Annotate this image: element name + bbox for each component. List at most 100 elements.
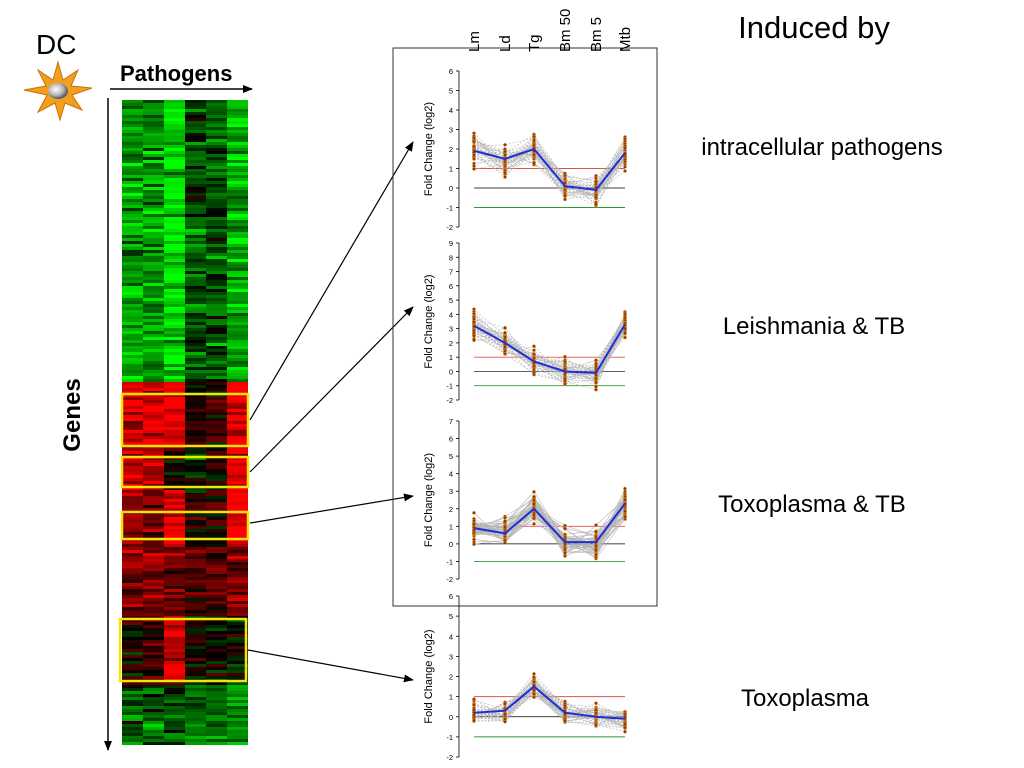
heatmap-cell	[143, 496, 164, 499]
heatmap-cell	[227, 229, 248, 232]
heatmap-cell	[227, 676, 248, 679]
heatmap-cell	[185, 280, 206, 283]
heatmap-cell	[122, 712, 143, 715]
heatmap-cell	[143, 436, 164, 439]
heatmap-cell	[185, 223, 206, 226]
heatmap-cell	[206, 442, 227, 445]
heatmap-cell	[185, 343, 206, 346]
heatmap-cell	[122, 553, 143, 556]
heatmap-cell	[185, 256, 206, 259]
gene-point	[503, 170, 507, 175]
heatmap-cell	[143, 529, 164, 532]
heatmap-cell	[164, 460, 185, 463]
heatmap-cell	[122, 484, 143, 487]
heatmap-cell	[227, 553, 248, 556]
heatmap-cell	[122, 550, 143, 553]
heatmap-cell	[164, 148, 185, 151]
heatmap-cell	[227, 592, 248, 595]
heatmap-cell	[227, 130, 248, 133]
heatmap-cell	[185, 379, 206, 382]
cluster-label-4: Toxoplasma	[741, 685, 870, 712]
heatmap-cell	[143, 724, 164, 727]
y-tick-label: 0	[449, 713, 453, 722]
heatmap-cell	[122, 709, 143, 712]
heatmap-cell	[185, 604, 206, 607]
heatmap-cell	[206, 130, 227, 133]
heatmap-cell	[164, 145, 185, 148]
heatmap-cell	[185, 535, 206, 538]
heatmap-cell	[164, 451, 185, 454]
heatmap-cell	[122, 526, 143, 529]
gene-profile-line	[473, 691, 626, 727]
heatmap-cell	[122, 430, 143, 433]
heatmap-cell	[206, 439, 227, 442]
heatmap-cell	[164, 403, 185, 406]
heatmap-cell	[164, 481, 185, 484]
heatmap-cell	[227, 535, 248, 538]
heatmap-cell	[227, 646, 248, 649]
heatmap-cell	[206, 229, 227, 232]
heatmap-cell	[143, 430, 164, 433]
heatmap-cell	[164, 262, 185, 265]
heatmap-cell	[227, 172, 248, 175]
heatmap-cell	[185, 721, 206, 724]
pathogen-column-label: Tg	[526, 34, 543, 52]
y-tick-label: -1	[446, 382, 453, 391]
heatmap-cell	[227, 298, 248, 301]
heatmap-cell	[185, 586, 206, 589]
heatmap-cell	[206, 700, 227, 703]
heatmap-cell	[122, 319, 143, 322]
gene-point	[563, 526, 567, 531]
heatmap-cell	[164, 256, 185, 259]
heatmap-cell	[185, 301, 206, 304]
heatmap-cell	[206, 583, 227, 586]
heatmap-cell	[164, 412, 185, 415]
gene-point	[563, 197, 567, 202]
heatmap-cell	[206, 574, 227, 577]
heatmap-cell	[185, 412, 206, 415]
gene-profile-line	[473, 144, 626, 188]
heatmap-cell	[227, 361, 248, 364]
heatmap-cell	[185, 124, 206, 127]
heatmap-cell	[206, 175, 227, 178]
heatmap-cell	[122, 559, 143, 562]
heatmap-cell	[122, 277, 143, 280]
heatmap-cell	[164, 688, 185, 691]
heatmap-cell	[206, 577, 227, 580]
heatmap-cell	[164, 415, 185, 418]
heatmap-cell	[143, 535, 164, 538]
heatmap-cell	[206, 667, 227, 670]
heatmap-cell	[227, 733, 248, 736]
y-tick-label: -2	[446, 396, 453, 405]
heatmap-cell	[143, 130, 164, 133]
heatmap-cell	[164, 103, 185, 106]
heatmap-cell	[227, 544, 248, 547]
y-tick-label: 3	[449, 652, 453, 661]
heatmap-cell	[206, 340, 227, 343]
y-tick-label: 9	[449, 239, 453, 248]
heatmap-cell	[227, 649, 248, 652]
heatmap-cell	[122, 580, 143, 583]
heatmap-cell	[122, 499, 143, 502]
heatmap-cell	[185, 580, 206, 583]
heatmap-cell	[122, 601, 143, 604]
gene-point	[623, 722, 627, 726]
heatmap-cell	[227, 283, 248, 286]
heatmap-cell	[185, 682, 206, 685]
y-tick-label: 0	[449, 367, 453, 376]
heatmap-cell	[122, 190, 143, 193]
heatmap-cell	[143, 508, 164, 511]
heatmap-cell	[185, 439, 206, 442]
gene-profile-line	[473, 325, 626, 380]
heatmap-cell	[143, 499, 164, 502]
heatmap-cell	[185, 166, 206, 169]
heatmap-cell	[164, 661, 185, 664]
heatmap-cell	[143, 412, 164, 415]
heatmap-cell	[185, 199, 206, 202]
gene-point	[623, 315, 627, 320]
heatmap-cell	[164, 496, 185, 499]
gene-point	[532, 680, 536, 684]
heatmap-cell	[206, 469, 227, 472]
heatmap-cell	[206, 676, 227, 679]
heatmap-cell	[185, 202, 206, 205]
